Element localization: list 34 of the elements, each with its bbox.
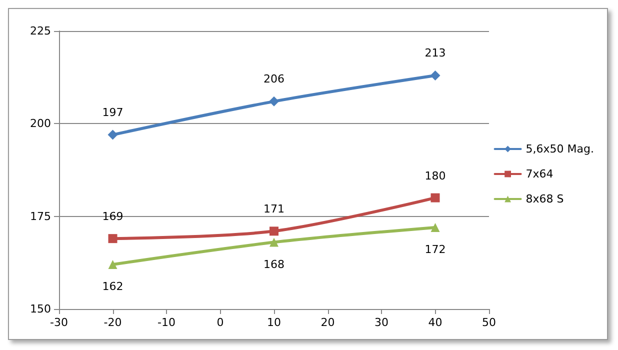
data-label: 168 [264,258,284,271]
x-tick-label: -20 [104,316,122,329]
point [108,234,118,244]
data-label: 180 [424,169,446,182]
x-tick-label: 10 [267,316,281,329]
data-label: 171 [264,202,284,216]
data-label: 213 [424,46,446,60]
data-label: 206 [264,72,284,86]
x-tick-label: -30 [50,316,68,329]
point [430,222,440,232]
x-tick-label: 0 [216,316,224,329]
point [430,193,440,202]
point [108,130,118,140]
y-tick-label: 225 [30,24,51,38]
point [430,70,440,80]
y-tick-label: 200 [30,117,51,130]
legend-label: 5,6x50 Mag. [526,142,594,156]
x-tick-label: -10 [158,316,176,329]
data-label: 172 [424,242,446,256]
x-tick-label: 30 [374,316,388,329]
y-tick-label: 175 [30,210,51,223]
y-tick-label: 150 [30,302,51,316]
x-tick-label: 50 [482,316,496,329]
point [270,238,278,247]
data-label: 169 [102,210,124,224]
data-label: 162 [102,280,124,294]
legend-label: 8x68 S [526,192,564,206]
x-tick-label: 40 [428,316,442,329]
point [270,226,278,236]
data-label: 197 [102,106,124,119]
point [269,96,279,106]
point [108,260,118,270]
x-tick-label: 20 [320,316,335,329]
legend-label: 7x64 [526,168,554,180]
